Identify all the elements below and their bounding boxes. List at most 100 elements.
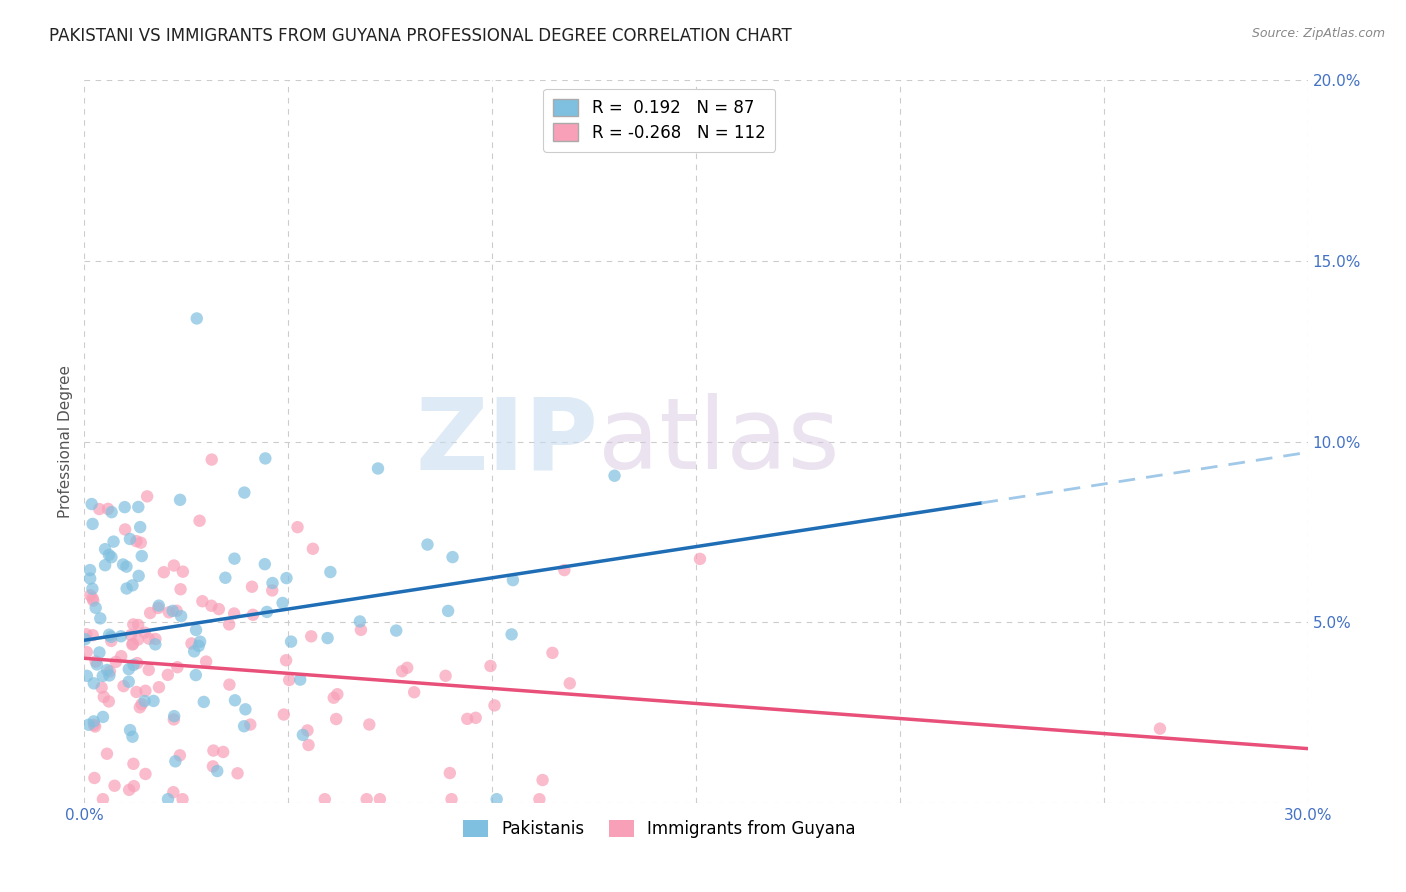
Point — [253, 557, 276, 571]
Point — [127, 656, 149, 670]
Point — [235, 702, 257, 716]
Point — [143, 637, 166, 651]
Point — [127, 500, 149, 514]
Point — [558, 676, 581, 690]
Point — [441, 550, 464, 565]
Point — [89, 611, 111, 625]
Point — [276, 571, 298, 585]
Point — [139, 606, 162, 620]
Point — [200, 599, 222, 613]
Point — [122, 657, 145, 672]
Point — [97, 501, 120, 516]
Point — [121, 578, 143, 592]
Point — [299, 629, 322, 643]
Point — [100, 505, 122, 519]
Point — [162, 604, 184, 618]
Point — [368, 792, 391, 806]
Point — [77, 718, 100, 732]
Point — [129, 535, 152, 549]
Point — [183, 644, 205, 658]
Point — [316, 631, 339, 645]
Point — [138, 663, 160, 677]
Point — [325, 712, 347, 726]
Point — [127, 618, 149, 632]
Point — [91, 710, 114, 724]
Point — [242, 607, 264, 622]
Point — [440, 792, 463, 806]
Point — [118, 782, 141, 797]
Point — [224, 551, 246, 566]
Point — [274, 653, 297, 667]
Point — [163, 558, 186, 573]
Point — [104, 655, 127, 669]
Point — [79, 588, 101, 602]
Point — [169, 748, 191, 763]
Point — [166, 604, 188, 618]
Point — [156, 668, 179, 682]
Point — [122, 756, 145, 771]
Point — [110, 629, 132, 643]
Point — [129, 520, 152, 534]
Legend: Pakistanis, Immigrants from Guyana: Pakistanis, Immigrants from Guyana — [456, 814, 863, 845]
Point — [202, 743, 225, 757]
Point — [114, 500, 136, 515]
Point — [404, 685, 426, 699]
Point — [96, 747, 118, 761]
Point — [193, 695, 215, 709]
Point — [201, 759, 224, 773]
Point — [434, 669, 457, 683]
Point — [191, 594, 214, 608]
Point — [83, 771, 105, 785]
Point — [86, 657, 108, 672]
Point — [98, 665, 121, 679]
Point — [322, 690, 344, 705]
Point — [76, 645, 98, 659]
Point — [98, 668, 121, 682]
Point — [122, 617, 145, 632]
Point — [100, 630, 122, 644]
Point — [120, 628, 142, 642]
Point — [184, 668, 207, 682]
Point — [212, 745, 235, 759]
Point — [115, 582, 138, 596]
Point — [224, 693, 246, 707]
Point — [326, 687, 349, 701]
Point — [112, 679, 135, 693]
Point — [114, 523, 136, 537]
Point — [82, 591, 104, 606]
Point — [214, 571, 236, 585]
Point — [319, 565, 342, 579]
Point — [188, 514, 211, 528]
Point — [169, 582, 191, 597]
Point — [254, 451, 277, 466]
Point — [531, 772, 554, 787]
Point — [91, 669, 114, 683]
Point — [184, 623, 207, 637]
Point — [93, 690, 115, 704]
Point — [91, 792, 114, 806]
Point — [163, 713, 186, 727]
Point — [416, 538, 439, 552]
Point — [75, 627, 97, 641]
Point — [201, 452, 224, 467]
Point — [89, 645, 111, 659]
Point — [121, 730, 143, 744]
Point — [314, 792, 336, 806]
Point — [148, 601, 170, 615]
Point — [280, 634, 302, 648]
Point — [125, 685, 148, 699]
Point — [163, 709, 186, 723]
Point — [541, 646, 564, 660]
Point — [121, 638, 143, 652]
Point — [153, 566, 176, 580]
Point — [131, 549, 153, 563]
Point — [278, 673, 301, 687]
Point — [145, 632, 167, 646]
Point — [76, 669, 98, 683]
Point — [156, 792, 179, 806]
Point — [125, 534, 148, 549]
Point — [188, 634, 211, 648]
Point — [218, 678, 240, 692]
Point — [165, 755, 187, 769]
Point — [349, 615, 371, 629]
